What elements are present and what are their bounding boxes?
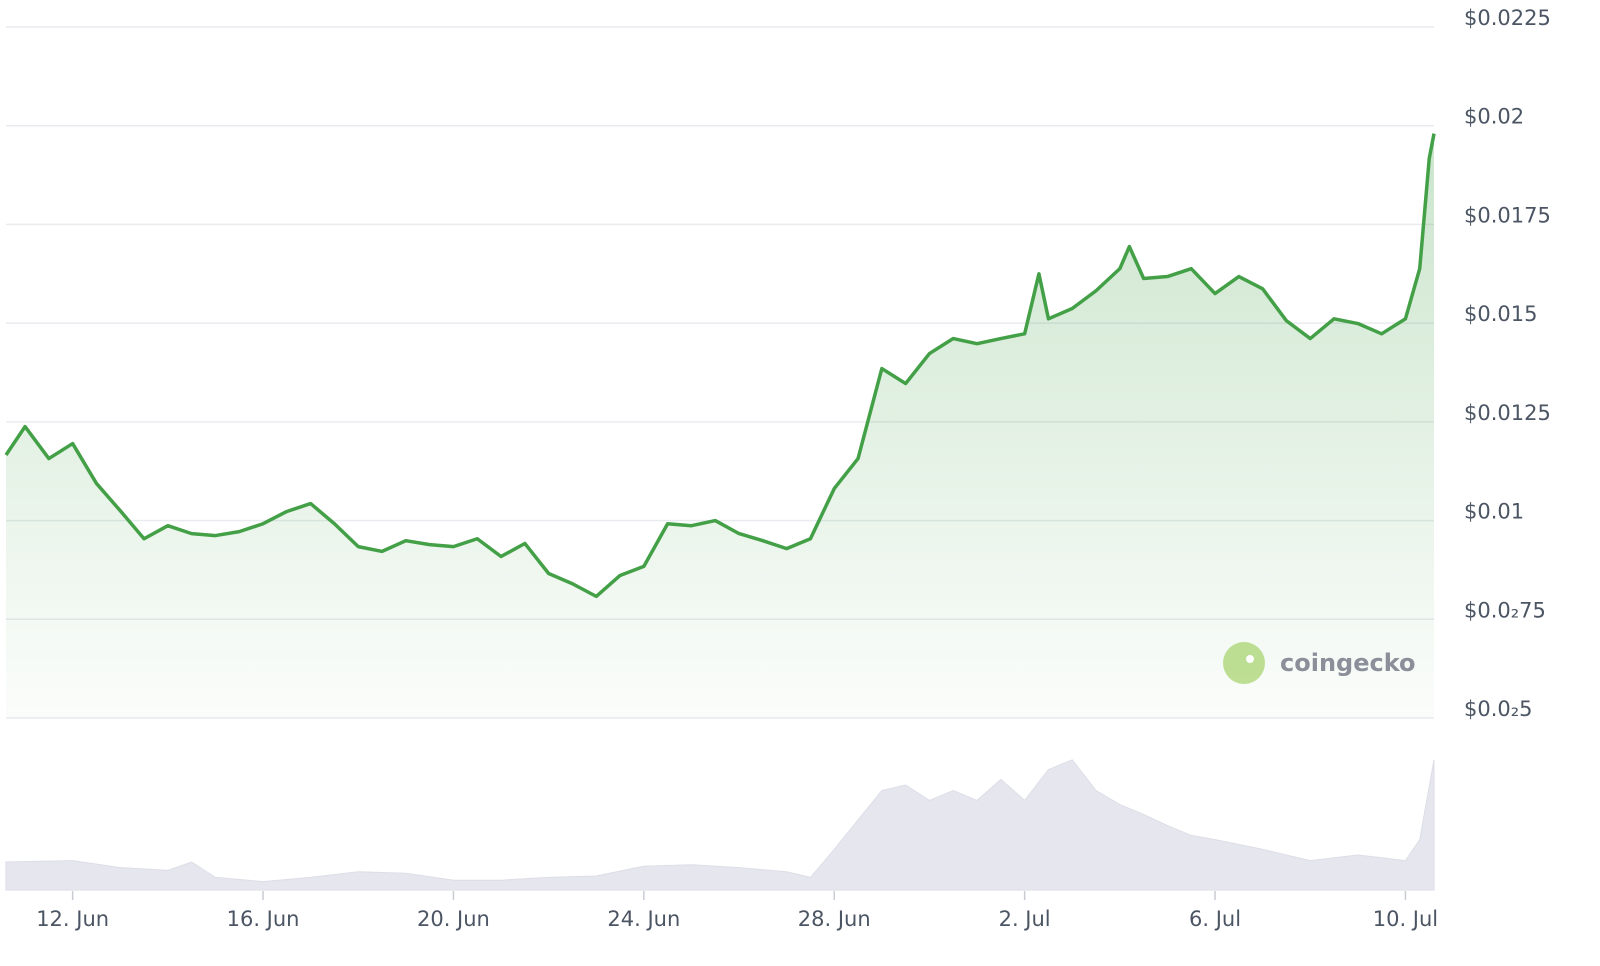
logo bbox=[1223, 642, 1265, 684]
y-tick-label: $0.0225 bbox=[1464, 6, 1551, 30]
watermark: coingecko bbox=[1223, 642, 1416, 684]
x-tick-label: 16. Jun bbox=[227, 907, 300, 931]
y-tick-label: $0.0₂5 bbox=[1464, 697, 1533, 721]
y-tick-label: $0.0₂75 bbox=[1464, 598, 1546, 622]
x-tick-label: 10. Jul bbox=[1373, 907, 1438, 931]
watermark-text: coingecko bbox=[1280, 649, 1416, 677]
x-tick-label: 20. Jun bbox=[417, 907, 490, 931]
x-tick-label: 12. Jun bbox=[36, 907, 109, 931]
y-tick-label: $0.015 bbox=[1464, 302, 1537, 326]
price-area bbox=[6, 133, 1434, 718]
volume-area bbox=[5, 759, 1435, 891]
price-line bbox=[4, 133, 1436, 599]
x-tick-label: 6. Jul bbox=[1189, 907, 1241, 931]
y-tick-label: $0.0175 bbox=[1464, 203, 1551, 227]
y-tick-label: $0.0125 bbox=[1464, 401, 1551, 425]
x-tick-label: 24. Jun bbox=[607, 907, 680, 931]
logo-eye bbox=[1246, 655, 1254, 663]
y-tick-label: $0.02 bbox=[1464, 105, 1524, 129]
x-tick-label: 2. Jul bbox=[999, 907, 1051, 931]
x-tick-label: 28. Jun bbox=[798, 907, 871, 931]
y-tick-label: $0.01 bbox=[1464, 500, 1524, 524]
